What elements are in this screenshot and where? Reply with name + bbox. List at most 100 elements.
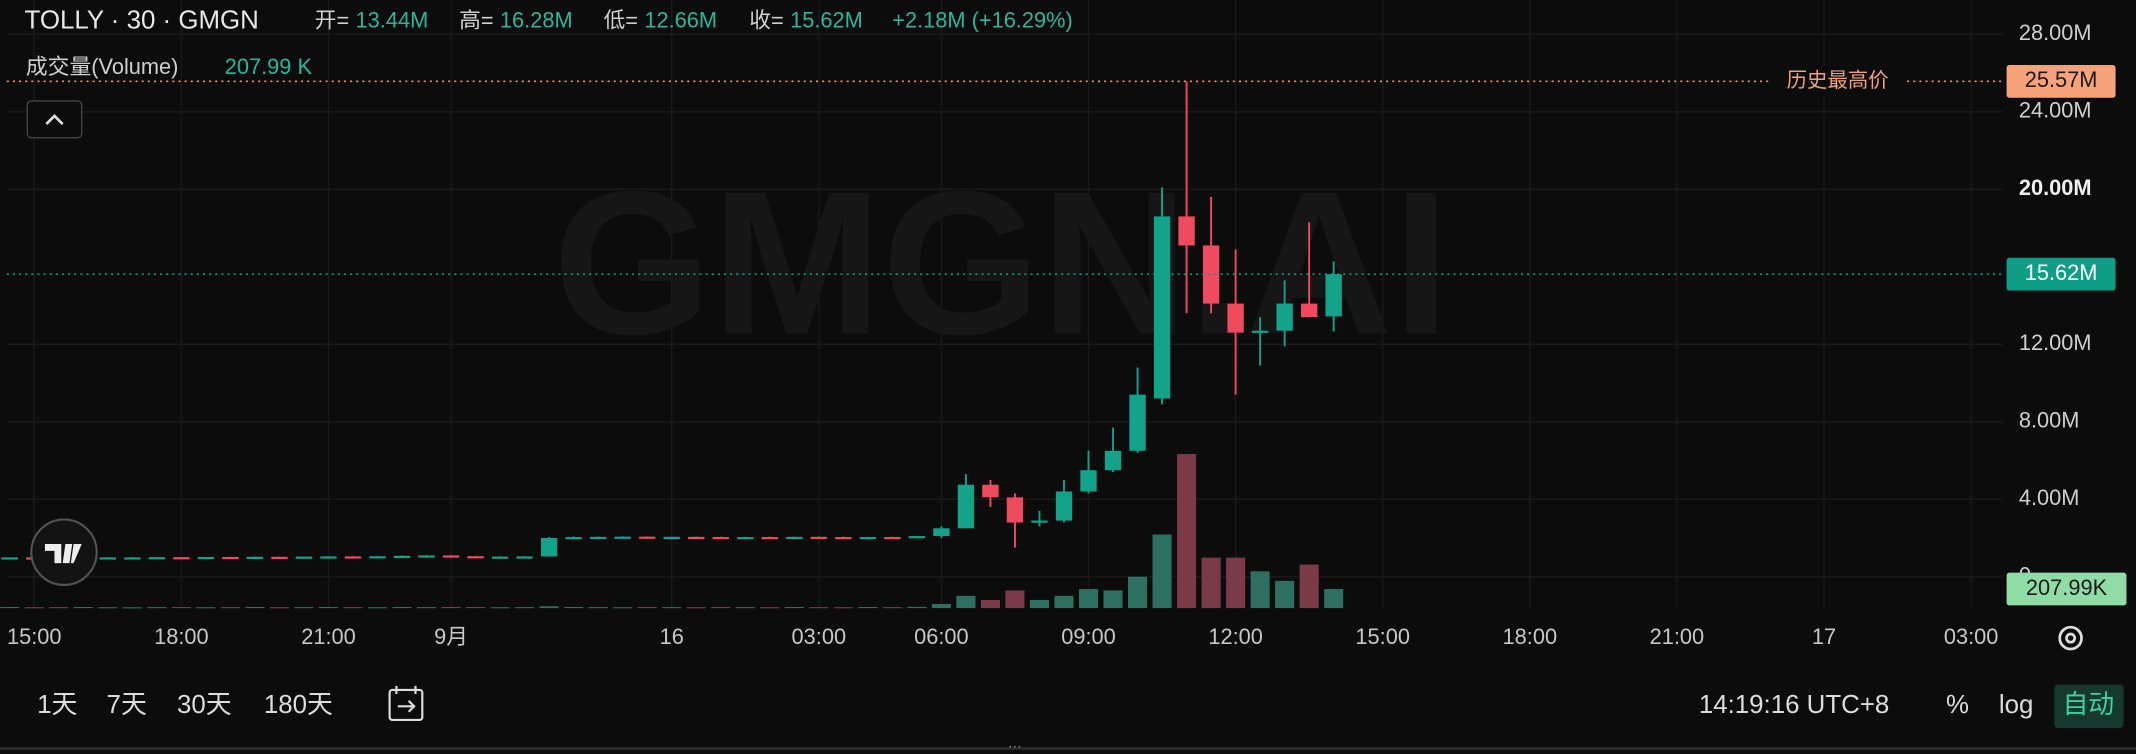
candle-body: [810, 536, 827, 540]
auto-toggle[interactable]: 自动: [2062, 690, 2114, 719]
candle-body: [418, 555, 435, 558]
candle-body: [761, 537, 778, 540]
range-button[interactable]: 180天: [264, 691, 333, 719]
x-tick-label: 9月: [434, 624, 468, 649]
candle-body: [688, 536, 705, 540]
candle-body: [639, 536, 656, 539]
volume-bar: [515, 607, 535, 609]
candle-body: [565, 537, 582, 540]
log-toggle[interactable]: log: [1999, 691, 2034, 719]
volume-bar: [1128, 576, 1148, 609]
volume-bar: [1054, 595, 1074, 609]
candle-body: [1178, 216, 1195, 246]
volume-bar: [343, 607, 363, 609]
volume-bar: [1177, 454, 1197, 609]
volume-bar: [73, 607, 93, 609]
date-range-icon[interactable]: [388, 685, 424, 722]
high-value: 16.28M: [500, 8, 573, 33]
auto-toggle-bg[interactable]: [2054, 684, 2124, 729]
candle-body: [369, 556, 386, 559]
volume-bar: [956, 595, 976, 609]
candle-body: [663, 536, 680, 540]
volume-bar: [98, 607, 118, 609]
collapse-icon: [45, 113, 64, 126]
volume-bar: [24, 607, 44, 609]
calendar-icon-details: [395, 685, 417, 713]
x-tick-label: 06:00: [914, 624, 969, 649]
candle-body: [516, 556, 533, 559]
volume-bar: [1152, 534, 1172, 609]
y-tick-label: 4.00M: [2019, 485, 2080, 510]
candle-body: [1325, 274, 1342, 317]
volume-bar: [441, 606, 461, 609]
candle-body: [589, 536, 607, 540]
volume-legend-label: 成交量(Volume): [26, 54, 179, 79]
candle-body: [1251, 330, 1269, 333]
y-tick-label: 20.00M: [2019, 175, 2092, 200]
volume-bar: [711, 607, 731, 609]
candle-body: [222, 556, 239, 560]
volume-bar: [809, 607, 829, 609]
y-tick-label: 24.00M: [2019, 98, 2092, 123]
volume-bar: [907, 606, 927, 609]
volume-bar: [318, 607, 339, 609]
candle-body: [1202, 245, 1220, 304]
high-label: 高=: [459, 8, 494, 33]
range-button[interactable]: 7天: [107, 691, 147, 719]
volume-bar: [564, 607, 584, 609]
range-button[interactable]: 30天: [177, 691, 232, 719]
candle-body: [859, 537, 877, 540]
volume-bar: [171, 607, 191, 609]
ath-badge: [2006, 65, 2116, 98]
volume-bar: [539, 606, 559, 609]
volume-bar: [392, 607, 412, 609]
candle-body: [1227, 303, 1244, 333]
volume-bar: [735, 607, 755, 609]
low-value: 12.66M: [644, 8, 717, 33]
watermark: GMGN.AI: [553, 149, 1450, 377]
candle-body: [1153, 216, 1171, 399]
resize-handle[interactable]: ⋯: [1008, 739, 1022, 754]
x-tick-label: 15:00: [7, 624, 62, 649]
open-label: 开=: [315, 8, 350, 33]
percent-toggle[interactable]: %: [1946, 691, 1969, 719]
candle-body: [1006, 497, 1024, 523]
volume-bar: [1275, 580, 1295, 609]
candle-body: [320, 556, 337, 559]
x-tick-label: 03:00: [1944, 624, 1999, 649]
last-volume-badge: [2006, 572, 2127, 606]
range-button[interactable]: 1天: [37, 691, 77, 719]
ath-badge-text: 25.57M: [2025, 67, 2098, 92]
volume-bar: [1029, 599, 1050, 609]
volume-bar: [882, 607, 902, 609]
volume-bar: [1078, 589, 1099, 609]
last-price-badge: [2006, 257, 2116, 291]
settings-icon[interactable]: [2058, 625, 2083, 651]
collapse-button[interactable]: [26, 100, 83, 139]
y-tick-label: 12.00M: [2019, 330, 2092, 355]
volume-bar: [0, 607, 20, 609]
candle-body: [933, 528, 950, 537]
candle-body: [1031, 520, 1048, 523]
volume-bar: [1103, 590, 1123, 609]
volume-bar: [122, 607, 142, 609]
candle-body: [957, 484, 975, 529]
volume-bar: [637, 607, 657, 609]
volume-bar: [1324, 589, 1344, 609]
logo[interactable]: [30, 518, 98, 586]
volume-bar: [466, 607, 486, 609]
volume-bar: [1226, 557, 1246, 609]
candle-body: [614, 536, 631, 539]
volume-bar: [784, 607, 804, 609]
x-tick-label: 21:00: [1650, 624, 1705, 649]
candle-body: [491, 556, 509, 559]
volume-bar: [980, 599, 1000, 609]
candle-body: [197, 556, 215, 560]
x-tick-label: 18:00: [1503, 624, 1558, 649]
candle-body: [148, 557, 166, 560]
candle-body: [1104, 450, 1122, 471]
y-tick-label: 8.00M: [2019, 408, 2080, 433]
candle-body: [884, 537, 901, 540]
